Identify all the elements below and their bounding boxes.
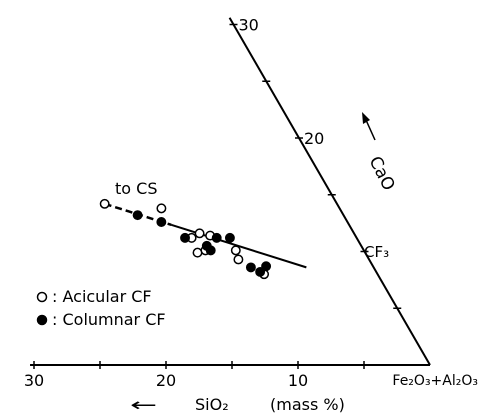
x-end-label: Fe₂O₃+Al₂O₃ — [392, 373, 478, 389]
sio2-tick-label: 30 — [24, 371, 44, 390]
cao-arrow — [362, 112, 376, 141]
legend: : Acicular CF : Columnar CF — [36, 287, 166, 329]
columnar-cf-point — [132, 210, 143, 221]
acicular-cf-point — [230, 245, 241, 256]
sio2-label: SiO₂ — [195, 395, 229, 414]
acicular-cf-point — [192, 247, 203, 258]
legend-columnar-label: : Columnar CF — [52, 310, 166, 329]
acicular-cf-point — [99, 198, 110, 209]
cao-tick-label: 20 — [304, 129, 324, 148]
sio2-unit: (mass %) — [270, 395, 345, 414]
cf3-annotation: CF₃ — [364, 243, 389, 261]
columnar-cf-point — [245, 262, 256, 273]
sio2-arrow: ← — [130, 395, 157, 414]
sio2-tick-label: 20 — [156, 371, 176, 390]
cao-axis-label: CaO — [365, 153, 399, 194]
columnar-cf-point — [211, 232, 222, 243]
legend-acicular-label: : Acicular CF — [52, 287, 152, 306]
columnar-cf-point — [156, 217, 167, 227]
columnar-cf-point — [261, 261, 272, 272]
data-points — [99, 198, 272, 280]
acicular-cf-point — [194, 228, 205, 239]
legend-columnar-marker — [36, 314, 48, 326]
sio2-axis-label: ← SiO₂ (mass %) — [130, 395, 345, 414]
sio2-axis-ticks — [33, 361, 365, 369]
acicular-cf-point — [156, 203, 167, 214]
cao-axis-line — [228, 17, 431, 366]
acicular-cf-point — [233, 254, 244, 265]
columnar-cf-point — [205, 245, 216, 256]
tie-line-solid — [170, 223, 307, 269]
cao-axis-ticks — [229, 23, 402, 309]
cao-tick-label: 30 — [239, 16, 259, 35]
columnar-cf-point — [255, 266, 266, 277]
sio2-tick-label: 10 — [288, 371, 308, 390]
to-cs-annotation: to CS — [115, 179, 157, 198]
tick-labels: 30 20 10 30 20 — [24, 16, 325, 391]
legend-acicular-marker — [36, 291, 48, 303]
columnar-cf-point — [180, 232, 190, 243]
columnar-cf-point — [224, 232, 235, 243]
